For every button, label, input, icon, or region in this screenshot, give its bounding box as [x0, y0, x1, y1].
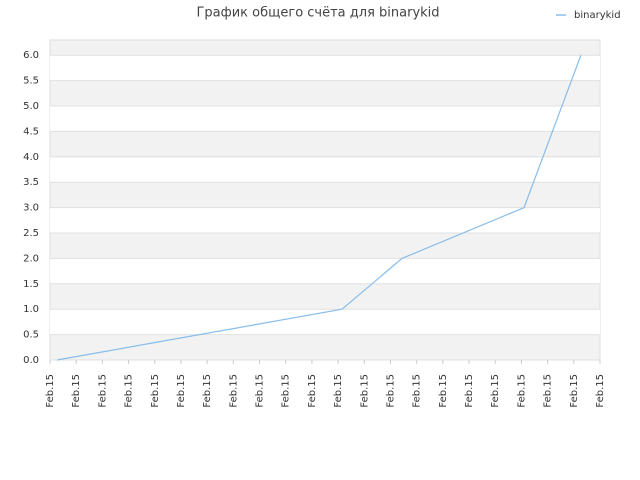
y-tick-label: 6.0 [23, 50, 39, 61]
chart-title: График общего счёта для binarykid [196, 6, 439, 21]
y-tick-label: 2.0 [23, 253, 39, 264]
y-tick-label: 5.5 [23, 76, 39, 87]
x-tick-label: Feb.15 [307, 374, 318, 408]
y-tick-label: 0.0 [23, 355, 39, 366]
x-tick-label: Feb.15 [202, 374, 213, 408]
x-tick-label: Feb.15 [281, 374, 292, 408]
line [56, 55, 582, 361]
grid-band [50, 207, 600, 234]
x-tick-label: Feb.15 [595, 374, 606, 408]
x-tick-label: Feb.15 [385, 374, 396, 408]
x-tick-label: Feb.15 [464, 374, 475, 408]
y-tick-label: 5.0 [23, 101, 39, 112]
x-tick-label: Feb.15 [333, 374, 344, 408]
y-tick-label: 1.5 [23, 279, 39, 290]
x-tick-label: Feb.15 [438, 374, 449, 408]
y-tick-label: 4.5 [23, 126, 39, 137]
legend-label: binarykid [574, 10, 621, 21]
y-tick-label: 2.5 [23, 228, 39, 239]
x-tick-label: Feb.15 [412, 374, 423, 408]
y-tick-label: 0.5 [23, 330, 39, 341]
x-tick-label: Feb.15 [228, 374, 239, 408]
grid-band [50, 309, 600, 335]
grid-band [50, 55, 600, 81]
x-tick-label: Feb.15 [45, 374, 56, 408]
y-tick-label: 3.5 [23, 177, 39, 188]
x-tick-label: Feb.15 [543, 374, 554, 408]
x-tick-label: Feb.15 [97, 374, 108, 408]
x-tick-label: Feb.15 [255, 374, 266, 408]
y-tick-label: 4.0 [23, 152, 39, 163]
x-tick-label: Feb.15 [124, 374, 135, 408]
x-tick-label: Feb.15 [71, 374, 82, 408]
x-tick-label: Feb.15 [150, 374, 161, 408]
x-tick-label: Feb.15 [490, 374, 501, 408]
x-tick-label: Feb.15 [569, 374, 580, 408]
y-tick-label: 1.0 [23, 304, 39, 315]
grid-band [50, 156, 600, 183]
plot-area [49, 39, 601, 361]
x-tick-label: Feb.15 [516, 374, 527, 408]
y-tick-label: 3.0 [23, 203, 39, 214]
grid-band [50, 258, 600, 284]
grid-band [50, 106, 600, 132]
x-tick-label: Feb.15 [359, 374, 370, 408]
x-tick-label: Feb.15 [176, 374, 187, 408]
